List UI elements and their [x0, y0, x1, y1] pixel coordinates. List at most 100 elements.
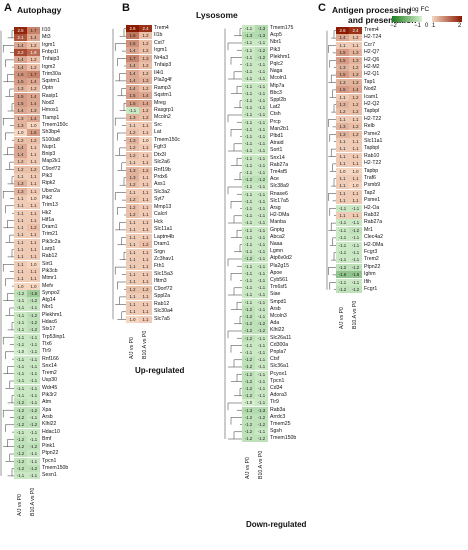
heatmap-cell: 1.1 [336, 197, 349, 205]
heatmap-cell: 1.2 [349, 93, 362, 101]
legend-tick: −1 [414, 23, 421, 29]
heatmap-cell: -1.1 [255, 61, 268, 68]
heatmap-cell: -1.1 [242, 269, 255, 277]
heatmap-row: 1.1 1.1 Hck [126, 218, 192, 226]
heatmap-cell: -1.2 [242, 320, 255, 328]
heatmap-cell: 1.5 [14, 100, 27, 107]
gene-label: Mcoln2 [154, 114, 171, 121]
panel-b-letter: B [122, 2, 130, 14]
heatmap-cell: -1.1 [255, 183, 268, 191]
gene-label: Abca2 [270, 233, 285, 240]
heatmap-cell: -1.2 [14, 465, 27, 472]
gene-label: Trem4 [154, 25, 169, 31]
heatmap-row: 1.1 1.1 Slc2a6 [126, 159, 192, 167]
heatmap-row: -1.2 -1.1 Ctsf [242, 356, 308, 364]
heatmap-cell: -1.2 [27, 311, 40, 319]
heatmap-cell: -1.1 [242, 341, 255, 349]
heatmap-row: -1.2 -1.2 Fcgr1 [336, 286, 402, 293]
heatmap-row: -1.1 -1.1 Trem2 [14, 370, 80, 378]
gene-label: Naga [270, 68, 283, 75]
heatmap-cell: 1.1 [139, 196, 152, 204]
heatmap-cell: -1.1 [336, 204, 349, 212]
heatmap-row: 1.3 1.4 Tlamp1 [14, 114, 80, 122]
heatmap-cell: -1.2 [255, 327, 268, 335]
heatmap-cell: 1.2 [139, 32, 152, 40]
heatmap-cell: -1.1 [242, 161, 255, 169]
gene-label: H2-Q6 [364, 56, 380, 63]
heatmap-cell: 1.1 [14, 173, 27, 180]
gene-label: H2-Oa [364, 204, 380, 211]
gene-label: Ccr7 [364, 41, 375, 48]
heatmap-row: -1.1 -1.1 Bbc3 [242, 89, 308, 97]
gene-label: Mr1 [364, 226, 373, 233]
gene-label: Rab10 [364, 152, 380, 159]
gene-label: Atraid [270, 140, 284, 147]
heatmap-row: -1.1 -1.1 Trp53inp1 [14, 333, 80, 341]
heatmap-row: 1.4 1.1 Bnip3 [14, 151, 80, 159]
heatmap-cell: -1.1 [27, 472, 40, 480]
heatmap-cell: -1.1 [242, 298, 255, 306]
heatmap-row: 1.5 1.3 H2-Q7 [336, 49, 402, 57]
heatmap-cell: -1.1 [242, 39, 255, 47]
gene-label: Hdac6 [42, 319, 57, 325]
heatmap-cell: 1.1 [27, 209, 40, 217]
heatmap-row: -1.1 -1.1 Pnpla7 [242, 349, 308, 356]
heatmap-cell: -1.1 [14, 319, 27, 326]
heatmap-row: 1.1 1.0 Psmb9 [336, 182, 402, 190]
heatmap-row: -1.1 -1.1 Naga [242, 68, 308, 76]
heatmap-row: -1.1 -1.1 Lgmn [242, 248, 308, 256]
heatmap-row: -1.1 -1.1 Ctsh [242, 111, 308, 119]
heatmap-cell: -1.1 [242, 205, 255, 212]
heatmap-cell: -1.2 [242, 356, 255, 364]
panel-b-downregulated-label: Down-regulated [246, 520, 307, 529]
heatmap-cell: -1.2 [255, 53, 268, 61]
gene-label: Pik3 [270, 46, 281, 53]
gene-label: Smpd1 [270, 298, 287, 305]
heatmap-cell: 1.1 [27, 202, 40, 210]
gene-label: C9orf72 [42, 165, 61, 172]
gene-label: Arsg [270, 205, 281, 211]
gene-label: Dram1 [154, 241, 170, 248]
heatmap-row: -1.1 -1.1 H2-DMa [336, 241, 402, 249]
heatmap-cell: 1.1 [336, 189, 349, 197]
gene-label: H2-DMa [364, 241, 384, 248]
heatmap-row: -1.6 -1.6 Ighm [336, 271, 402, 279]
heatmap-cell: -1.1 [242, 233, 255, 241]
heatmap-cell: 1.1 [126, 248, 139, 256]
gene-label: Cd34 [270, 385, 283, 391]
gene-label: Klhl22 [42, 421, 57, 428]
heatmap-cell: 1.4 [126, 84, 139, 92]
heatmap-cell: -1.6 [336, 271, 349, 279]
heatmap-cell: -1.1 [242, 226, 255, 234]
dendrogram [0, 30, 14, 477]
gene-label: Trim21 [42, 231, 58, 238]
heatmap-cell: -1.1 [242, 46, 255, 54]
heatmap-row: -1.1 -1.1 Slc38a9 [242, 183, 308, 191]
gene-label: Psmb9 [364, 182, 381, 189]
heatmap-row: -1.2 -1.1 Adora3 [242, 392, 308, 400]
heatmap-row: 1.1 1.1 Src [126, 121, 192, 129]
heatmap-row: 1.5 1.4 Sqstm1 [126, 92, 192, 100]
heatmap-cell: 1.1 [139, 233, 152, 241]
heatmap-cell: -1.0 [242, 399, 255, 407]
heatmap-cell: -1.1 [255, 39, 268, 47]
heatmap-cell: 1.1 [139, 174, 152, 181]
gene-label: Sppl2a [154, 293, 171, 300]
heatmap-cell: -1.1 [242, 61, 255, 68]
gene-label: Il4i1 [154, 69, 164, 76]
heatmap-row: 1.2 1.1 Mmp13 [126, 203, 192, 211]
gene-label: Ada [270, 320, 280, 327]
gene-label: Mt3 [42, 34, 51, 41]
heatmap-cell: 1.1 [139, 159, 152, 167]
heatmap-cell: -1.1 [255, 277, 268, 284]
heatmap-cell: -1.2 [255, 435, 268, 443]
heatmap-row: -1.1 -1.1 Trem2 [336, 256, 402, 264]
heatmap-row: -1.2 -1.1 Atm [14, 399, 80, 407]
heatmap-cell: -1.2 [14, 413, 27, 421]
heatmap-row: 1.4 1.2 Irgm1 [126, 47, 192, 55]
heatmap-row: 1.1 1.1 Tap2 [336, 189, 402, 197]
heatmap-cell: 1.5 [14, 78, 27, 86]
heatmap-cell: -1.1 [14, 384, 27, 392]
heatmap-cell: 1.1 [139, 188, 152, 196]
heatmap-cell: -1.1 [336, 219, 349, 227]
